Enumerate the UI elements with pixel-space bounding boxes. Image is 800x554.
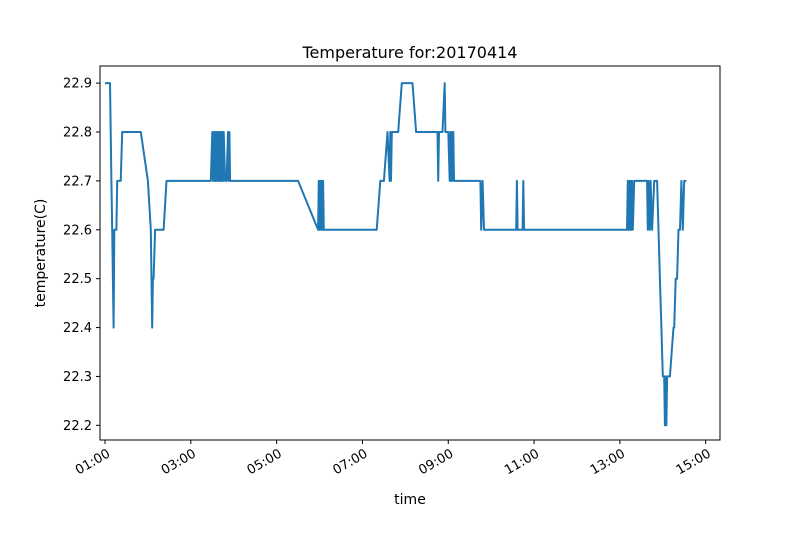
y-tick-label: 22.8	[63, 126, 92, 141]
y-tick-label: 22.5	[63, 272, 92, 287]
y-tick-label: 22.6	[63, 223, 92, 238]
y-axis-label: temperature(C)	[33, 199, 49, 308]
y-tick-label: 22.3	[63, 370, 92, 385]
y-tick-label: 22.2	[63, 419, 92, 434]
series-group	[105, 82, 687, 427]
chart-title: Temperature for:20170414	[302, 43, 518, 62]
plot-frame	[99, 65, 721, 441]
y-tick-label: 22.7	[63, 174, 92, 189]
temperature-series-line	[105, 82, 687, 427]
x-axis-label: time	[394, 492, 426, 508]
y-tick-label: 22.4	[63, 321, 92, 336]
y-axis: 22.2 22.3 22.4 22.5 22.6 22.7 22.8 22.9	[63, 77, 100, 434]
y-tick-label: 22.9	[63, 77, 92, 92]
